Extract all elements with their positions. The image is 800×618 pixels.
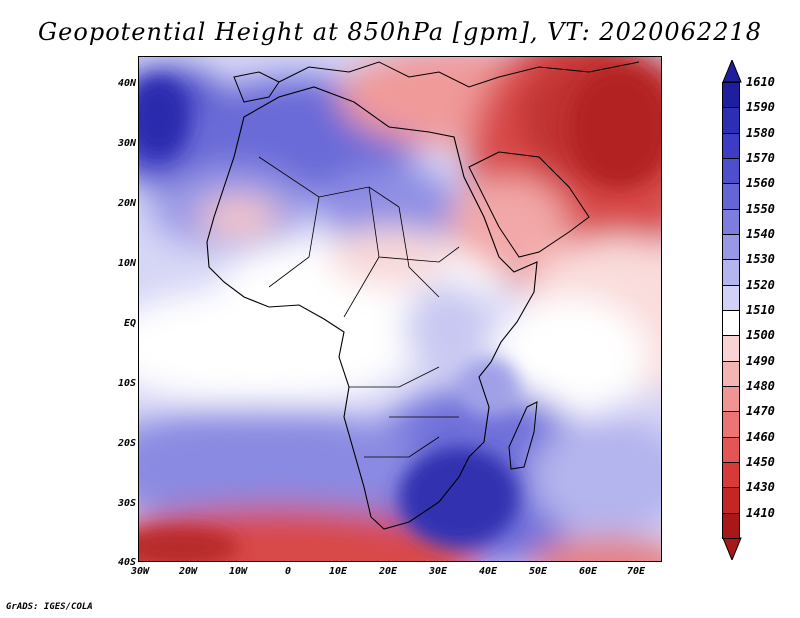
country-borders [258,156,460,458]
madagascar-outline [508,401,538,470]
lon-label: 30E [428,566,448,577]
colorbar-cell [722,234,740,261]
colorbar-label: 1510 [746,303,775,317]
colorbar-label: 1500 [746,328,775,343]
lon-label: 60E [578,566,598,577]
colorbar-label: 1470 [746,404,775,419]
lat-label: 40S [117,557,136,568]
colorbar-cell [722,487,740,514]
colorbar-label: 1540 [746,227,775,241]
colorbar-label: 1490 [746,353,775,368]
lon-label: 30W [130,566,150,577]
colorbar-label: 1530 [746,252,775,267]
colorbar-cell [722,132,740,159]
lon-label: 40E [478,566,498,577]
colorbar-cell [722,360,740,387]
lon-label: 20W [178,566,198,577]
mediterranean-coast [278,61,640,88]
colorbar-cell [722,310,740,337]
colorbar-label: 1590 [746,100,775,115]
colorbar-label: 1560 [746,176,775,191]
lon-label: 10E [328,566,348,577]
grads-credit: GrADS: IGES/COLA [6,602,93,612]
colorbar-label: 1410 [746,505,775,520]
lat-label: 40N [117,78,136,89]
lon-label: 10W [228,566,248,577]
lon-label: 50E [528,566,548,577]
colorbar-label: 1570 [746,151,775,165]
colorbar-cell [722,411,740,438]
colorbar-cell [722,183,740,210]
colorbar-cell [722,158,740,185]
map-title: Geopotential Height at 850hPa [gpm], VT:… [38,18,762,46]
lat-label: 20S [117,438,136,449]
colorbar-label: 1550 [746,201,775,216]
colorbar-cell [722,462,740,489]
colorbar-arrows [722,60,742,560]
colorbar-label: 1520 [746,277,775,292]
arabia-outline [468,151,590,258]
colorbar-cell [722,335,740,362]
colorbar-top-arrow [722,60,742,83]
colorbar-label: 1480 [746,379,775,393]
colorbar-label: 1450 [746,455,775,469]
colorbar: 1610 1590 1580 1570 1560 1550 1540 1530 1520 1510… [722,60,800,560]
colorbar-cell [722,107,740,134]
geopotential-map [139,57,661,561]
colorbar-label: 1460 [746,429,775,444]
lat-label: 10S [117,378,136,389]
colorbar-cell [722,436,740,463]
colorbar-cell [722,259,740,286]
colorbar-label: 1580 [746,125,775,140]
colorbar-cell [722,284,740,311]
colorbar-cell [722,386,740,413]
africa-coastline [206,86,538,530]
lon-label: 20E [378,566,398,577]
colorbar-cell [722,82,740,109]
colorbar-cell [722,208,740,235]
lat-label: EQ [123,318,136,329]
lat-label: 20N [117,198,136,209]
lat-label: 30N [117,138,136,149]
lon-label: 0 [284,566,292,577]
colorbar-bottom-arrow [722,537,742,560]
lat-label: 30S [117,498,136,509]
lat-label: 10N [117,258,136,269]
colorbar-label: 1610 [746,75,775,89]
lon-label: 70E [626,566,646,577]
map-panel [138,56,662,562]
colorbar-label: 1430 [746,480,775,495]
colorbar-cell [722,512,740,539]
iberia-outline [233,71,280,103]
